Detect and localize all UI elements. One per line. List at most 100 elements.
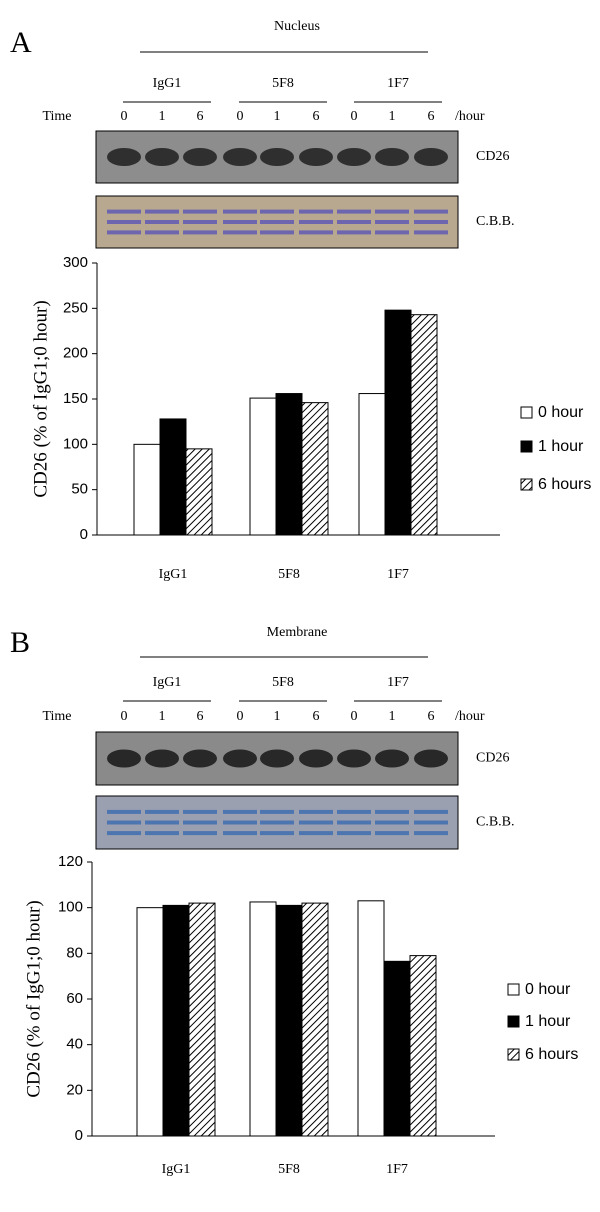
y-tick-label: 60 xyxy=(66,990,83,1007)
fraction-label: Membrane xyxy=(267,625,328,640)
blot-band xyxy=(260,809,294,814)
blot-band xyxy=(299,749,333,768)
blot-band xyxy=(299,809,333,814)
blot-band xyxy=(107,230,141,235)
blot-band xyxy=(145,209,179,214)
lane-label: 0 xyxy=(121,109,128,124)
legend-label: 1 hour xyxy=(525,1013,571,1030)
blot-band xyxy=(223,831,257,836)
blot-label: C.B.B. xyxy=(476,214,515,229)
blot-band xyxy=(337,209,371,214)
blot-band xyxy=(299,820,333,825)
lane-label: 1 xyxy=(389,109,396,124)
y-tick-label: 0 xyxy=(75,1127,83,1144)
blot-band xyxy=(337,820,371,825)
blot-band xyxy=(107,831,141,836)
blot-band xyxy=(299,220,333,224)
blot-band xyxy=(183,148,217,166)
blot-band xyxy=(145,831,179,836)
lane-label: 6 xyxy=(313,709,320,724)
blot-band xyxy=(223,230,257,235)
blot-band xyxy=(183,820,217,825)
legend-swatch xyxy=(520,440,533,453)
blot-label: C.B.B. xyxy=(476,815,515,830)
blot-band xyxy=(375,831,409,836)
panel-letter: A xyxy=(10,26,32,59)
y-tick-label: 40 xyxy=(66,1036,83,1053)
bar xyxy=(357,900,385,1137)
unit-label: /hour xyxy=(455,109,485,124)
blot-band xyxy=(183,749,217,768)
blot-band xyxy=(414,209,448,214)
lane-label: 0 xyxy=(351,709,358,724)
blot-band xyxy=(145,809,179,814)
blot-band xyxy=(337,809,371,814)
lane-label: 6 xyxy=(428,109,435,124)
lane-label: 6 xyxy=(313,109,320,124)
x-tick-label: 1F7 xyxy=(387,567,409,582)
lane-label: 1 xyxy=(159,709,166,724)
legend-label: 6 hours xyxy=(538,476,591,493)
y-tick-label: 80 xyxy=(66,944,83,961)
group-label: 5F8 xyxy=(272,675,294,690)
x-tick-label: 5F8 xyxy=(278,1162,300,1177)
y-tick-label: 50 xyxy=(71,481,88,498)
blot-band xyxy=(414,820,448,825)
blot-band xyxy=(183,220,217,224)
bar xyxy=(358,393,386,536)
blot-band xyxy=(223,209,257,214)
blot-band xyxy=(145,749,179,768)
bar xyxy=(301,402,329,536)
blot-band xyxy=(183,209,217,214)
bar xyxy=(185,448,213,536)
lane-label: 0 xyxy=(237,709,244,724)
legend-label: 0 hour xyxy=(525,981,571,998)
bar xyxy=(162,904,190,1137)
blot-band xyxy=(375,148,409,166)
blot-band xyxy=(223,809,257,814)
blot-band xyxy=(337,230,371,235)
legend-swatch xyxy=(520,406,533,419)
bar xyxy=(384,309,412,536)
blot-band xyxy=(107,220,141,224)
bar xyxy=(301,902,329,1137)
y-tick-label: 200 xyxy=(63,345,88,362)
y-tick-label: 300 xyxy=(63,254,88,271)
blot-band xyxy=(414,220,448,224)
legend-label: 1 hour xyxy=(538,438,584,455)
blot-band xyxy=(107,809,141,814)
bar xyxy=(409,955,437,1137)
time-label: Time xyxy=(42,709,71,724)
lane-label: 0 xyxy=(351,109,358,124)
blot-band xyxy=(223,220,257,224)
bar xyxy=(249,397,277,536)
bar xyxy=(188,902,216,1137)
time-label: Time xyxy=(42,109,71,124)
blot-band xyxy=(414,749,448,768)
bar xyxy=(383,960,411,1137)
legend-label: 0 hour xyxy=(538,404,584,421)
group-label: 5F8 xyxy=(272,76,294,91)
lane-label: 1 xyxy=(389,709,396,724)
blot-band xyxy=(107,209,141,214)
x-tick-label: 1F7 xyxy=(386,1162,408,1177)
bar xyxy=(133,443,161,536)
blot-band xyxy=(337,220,371,224)
blot-band xyxy=(260,831,294,836)
lane-label: 1 xyxy=(274,709,281,724)
blot-band xyxy=(260,749,294,768)
blot-band xyxy=(299,148,333,166)
legend-swatch xyxy=(520,478,533,491)
blot-band xyxy=(375,220,409,224)
fraction-label: Nucleus xyxy=(274,19,320,34)
blot-band xyxy=(414,809,448,814)
group-label: IgG1 xyxy=(153,675,182,690)
legend-swatch xyxy=(507,1048,520,1061)
y-tick-label: 120 xyxy=(58,853,83,870)
blot-band xyxy=(145,230,179,235)
blot-label: CD26 xyxy=(476,751,509,766)
group-label: IgG1 xyxy=(153,76,182,91)
blot-band xyxy=(260,148,294,166)
x-tick-label: 5F8 xyxy=(278,567,300,582)
